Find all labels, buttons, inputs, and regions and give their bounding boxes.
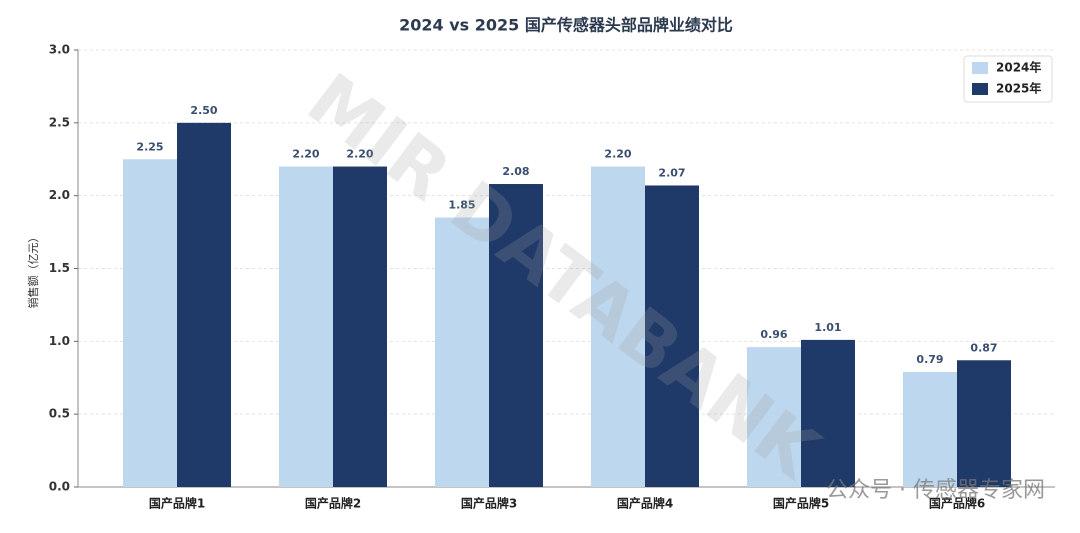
value-label: 1.85 — [448, 199, 475, 212]
legend-swatch — [972, 62, 988, 74]
value-label: 2.25 — [136, 140, 163, 153]
legend-swatch — [972, 83, 988, 95]
y-tick-label: 1.5 — [49, 261, 70, 275]
bar — [123, 159, 177, 487]
x-tick-label: 国产品牌6 — [929, 496, 985, 511]
bar — [645, 185, 699, 487]
legend-label: 2025年 — [996, 81, 1041, 96]
bar — [747, 347, 801, 487]
bar — [279, 166, 333, 488]
value-label: 0.87 — [970, 341, 997, 354]
value-label: 2.20 — [292, 148, 319, 161]
x-tick-label: 国产品牌4 — [617, 496, 673, 511]
y-tick-label: 2.0 — [49, 188, 70, 202]
bar — [591, 166, 645, 488]
bar — [177, 122, 231, 487]
y-tick-label: 3.0 — [49, 43, 70, 57]
value-label: 2.07 — [658, 166, 685, 179]
value-label: 0.79 — [916, 353, 943, 366]
y-tick-label: 0.0 — [49, 480, 70, 494]
value-label: 0.96 — [760, 328, 787, 341]
bar — [435, 217, 489, 487]
x-tick-label: 国产品牌1 — [149, 496, 205, 511]
y-tick-label: 1.0 — [49, 334, 70, 348]
bar — [489, 184, 543, 487]
x-tick-label: 国产品牌2 — [305, 496, 361, 511]
value-label: 1.01 — [814, 321, 841, 334]
x-tick-label: 国产品牌5 — [773, 496, 829, 511]
y-tick-label: 2.5 — [49, 115, 70, 129]
legend-label: 2024年 — [996, 60, 1041, 75]
legend: 2024年 2025年 — [963, 55, 1053, 103]
bar — [957, 360, 1011, 487]
value-label: 2.20 — [604, 148, 631, 161]
y-axis-label: 销售额（亿元） — [26, 232, 40, 309]
source-mark: 公众号 · 传感器专家网 — [826, 478, 1045, 503]
x-tick-label: 国产品牌3 — [461, 496, 517, 511]
y-tick-label: 0.5 — [49, 407, 70, 421]
value-label: 2.20 — [346, 148, 373, 161]
value-label: 2.50 — [190, 104, 217, 117]
bar — [333, 166, 387, 488]
chart-title: 2024 vs 2025 国产传感器头部品牌业绩对比 — [399, 16, 733, 35]
value-label: 2.08 — [502, 165, 529, 178]
bar — [903, 371, 957, 487]
bar — [801, 339, 855, 487]
